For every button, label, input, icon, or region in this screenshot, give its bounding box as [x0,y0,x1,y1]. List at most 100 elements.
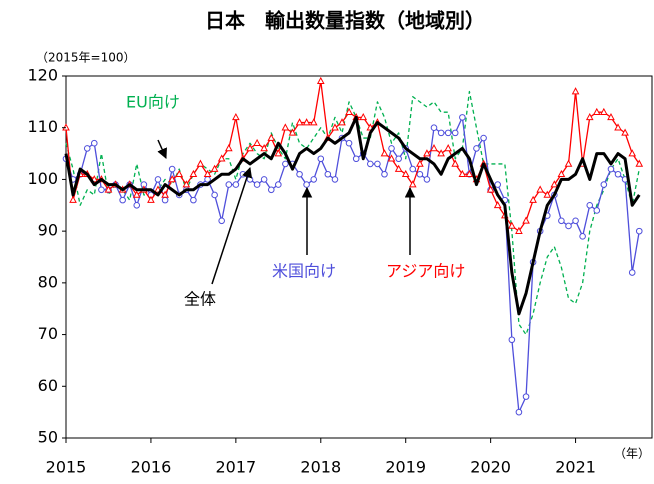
point [444,129,452,137]
point [493,200,502,209]
point [408,180,417,188]
y-tick-label: 120 [27,66,58,85]
point [394,164,403,172]
point [416,159,424,167]
point [558,217,565,225]
point [316,76,325,84]
point [274,149,283,157]
point [246,176,254,183]
point [401,169,410,178]
annotations: EU向け 米国向け アジア向け 全体 [126,93,465,309]
point [635,227,643,235]
arrow [157,139,167,159]
point [239,170,247,178]
point [175,169,184,178]
point [288,128,297,136]
point [260,176,268,183]
point [635,159,644,167]
point [529,195,537,203]
point [607,165,615,173]
y-unit-note: （2015年=100） [36,51,136,65]
point [210,164,219,172]
plot-frame [65,75,653,439]
point [380,149,389,157]
point [565,222,572,230]
point [430,124,438,132]
y-tick-label: 80 [38,272,58,291]
point [473,145,480,152]
y-tick-label: 90 [38,221,58,240]
point [437,149,445,157]
point [189,169,198,178]
point [607,113,615,121]
point [585,113,594,121]
point [302,118,311,126]
series-line [65,90,640,336]
x-tick-label: 2019 [385,458,426,477]
series-line [65,116,640,413]
point [423,176,431,183]
point [628,269,636,276]
point [345,107,353,115]
point [253,181,261,188]
x-tick-label: 2018 [300,458,341,477]
point [572,217,579,225]
point [275,181,282,188]
y-tick-label: 50 [38,428,58,447]
point [451,129,459,137]
x-tick-label: 2015 [46,458,87,477]
point [465,169,474,178]
point [282,160,289,168]
point [119,196,126,204]
point [508,336,516,344]
point [168,165,176,173]
point [203,169,212,178]
point [246,144,254,152]
point [352,155,360,163]
point [550,180,559,188]
series-label: 全体 [184,290,216,309]
point [104,185,113,193]
point [388,145,395,152]
x-tick-label: 2017 [215,458,256,477]
point [494,181,501,188]
point [557,169,566,178]
y-tick-label: 100 [27,169,58,188]
point [614,170,622,178]
point [387,154,396,162]
point [451,159,460,167]
point [536,185,544,193]
point [374,160,381,168]
point [267,186,275,194]
point [190,196,197,204]
y-tick-label: 60 [38,376,58,395]
point [133,201,141,209]
point [437,129,445,137]
point [331,123,339,131]
x-tick-label: 2021 [555,458,596,477]
x-tick-label: 2016 [131,458,172,477]
point [154,176,162,183]
point [508,221,516,229]
point [303,181,310,188]
point [260,144,268,152]
point [281,123,290,131]
point [359,113,368,121]
point [338,118,346,126]
point [295,118,304,126]
point [83,145,91,152]
point [416,170,424,178]
point [296,170,303,178]
point [586,201,594,209]
point [310,176,318,183]
point [515,226,523,234]
series-label: アジア向け [386,262,465,281]
series-label: 米国向け [272,262,336,281]
x-unit-note: （年） [614,447,650,461]
point [161,196,169,204]
point [600,181,608,188]
x-tick-label: 2020 [470,458,511,477]
point [600,107,608,115]
point [409,165,417,173]
point [522,216,530,224]
